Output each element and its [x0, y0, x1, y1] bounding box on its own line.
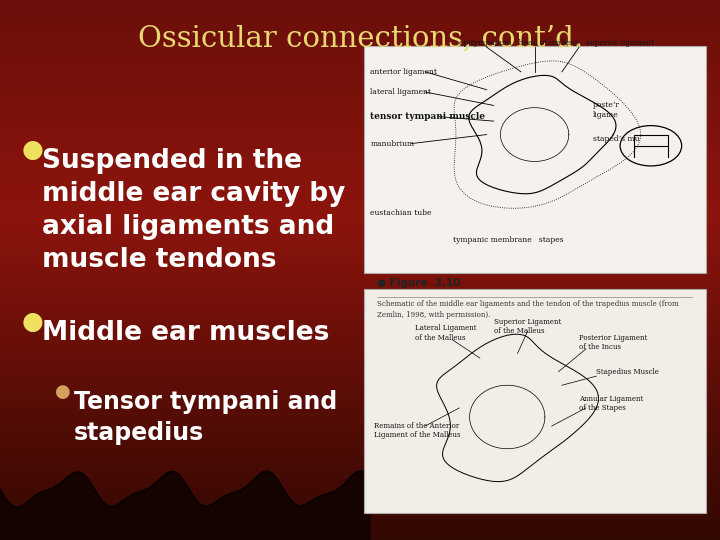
Text: Annular Ligament
of the Stapes: Annular Ligament of the Stapes: [579, 395, 643, 412]
Text: ●: ●: [22, 310, 44, 334]
Text: Superior Ligament
of the Malleus: Superior Ligament of the Malleus: [494, 318, 561, 335]
Text: Remains of the Anterior
Ligament of the Malleus: Remains of the Anterior Ligament of the …: [374, 422, 460, 439]
Text: Middle ear muscles: Middle ear muscles: [42, 320, 329, 346]
Bar: [364, 289, 706, 513]
Text: Tensor tympani and
stapedius: Tensor tympani and stapedius: [74, 390, 337, 444]
Text: staped’s mu: staped’s mu: [593, 135, 639, 143]
Text: Stapedius Muscle: Stapedius Muscle: [596, 368, 659, 376]
Text: Suspended in the
middle ear cavity by
axial ligaments and
muscle tendons: Suspended in the middle ear cavity by ax…: [42, 148, 346, 273]
Text: tensor tympani muscle: tensor tympani muscle: [371, 112, 485, 121]
Text: ●: ●: [55, 383, 71, 401]
Text: poste’r
ligame: poste’r ligame: [593, 102, 620, 118]
Text: tympanic membrane   stapes: tympanic membrane stapes: [453, 236, 563, 244]
Text: manubrium: manubrium: [371, 139, 415, 147]
Bar: [364, 46, 706, 273]
Text: epitympanum   head of malleus   superior ligament: epitympanum head of malleus superior lig…: [459, 39, 654, 46]
Polygon shape: [0, 471, 370, 540]
Text: ● Figure  3.10: ● Figure 3.10: [377, 278, 461, 288]
Text: anterior ligament: anterior ligament: [371, 68, 438, 76]
Text: ●: ●: [22, 138, 44, 162]
Text: eustachian tube: eustachian tube: [371, 209, 432, 217]
Text: Lateral Ligament
of the Malleus: Lateral Ligament of the Malleus: [415, 325, 477, 342]
Text: Zemlin, 1998, with permission).: Zemlin, 1998, with permission).: [377, 311, 490, 319]
Text: Ossicular connections, cont’d.: Ossicular connections, cont’d.: [138, 25, 582, 53]
Text: lateral ligament: lateral ligament: [371, 88, 431, 96]
Text: Schematic of the middle ear ligaments and the tendon of the trapedius muscle (fr: Schematic of the middle ear ligaments an…: [377, 300, 679, 308]
Text: Posterior Ligament
of the Incus: Posterior Ligament of the Incus: [579, 334, 647, 351]
